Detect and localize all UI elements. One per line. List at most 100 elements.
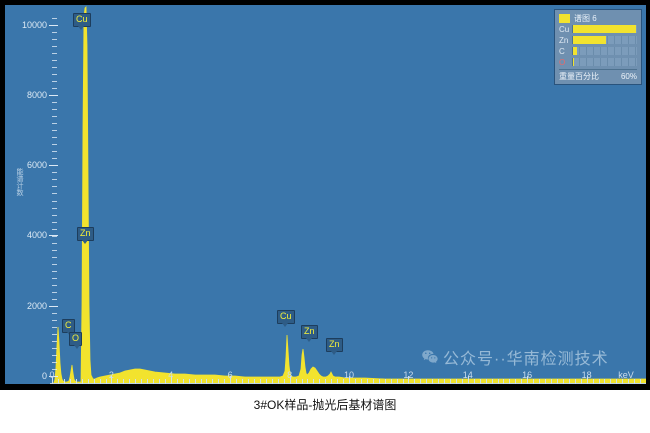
x-minor-tick — [455, 379, 457, 384]
legend-row-o: O — [559, 57, 637, 67]
y-minor-tick — [52, 17, 57, 19]
y-minor-tick — [52, 88, 57, 90]
peak-label-cu[interactable]: Cu — [73, 13, 91, 30]
legend-bar-fill — [573, 58, 574, 66]
y-minor-tick — [52, 291, 57, 293]
x-minor-tick — [129, 379, 131, 384]
y-minor-tick — [52, 270, 57, 272]
x-minor-tick — [141, 379, 143, 384]
x-minor-tick — [123, 379, 125, 384]
x-minor-tick — [574, 379, 576, 384]
legend-footer-label: 重量百分比 — [559, 72, 599, 81]
peak-label-cu[interactable]: Cu — [277, 310, 295, 327]
wechat-icon — [422, 350, 438, 364]
y-minor-tick — [52, 109, 57, 111]
x-minor-tick — [556, 379, 558, 384]
x-minor-tick — [473, 379, 475, 384]
y-tick-label: 4000 — [26, 230, 47, 240]
y-minor-tick — [52, 376, 57, 377]
peak-label-zn[interactable]: Zn — [77, 227, 94, 244]
x-minor-tick — [521, 379, 523, 384]
y-minor-tick — [52, 123, 57, 125]
x-major-tick — [467, 376, 469, 384]
x-minor-tick — [164, 379, 166, 384]
y-minor-tick — [52, 256, 57, 258]
x-tick-label: 0 — [49, 370, 55, 380]
x-minor-tick — [414, 379, 416, 384]
x-minor-tick — [188, 379, 190, 384]
x-minor-tick — [622, 379, 624, 384]
x-minor-tick — [325, 379, 327, 384]
y-minor-tick — [52, 137, 57, 139]
watermark-text: 公众号··华南检测技术 — [443, 351, 609, 368]
y-axis-label: 能谱计数 — [16, 168, 23, 196]
y-minor-tick — [52, 361, 57, 363]
x-minor-tick — [503, 379, 505, 384]
x-minor-tick — [402, 379, 404, 384]
legend-footer-value: 60% — [620, 72, 637, 81]
x-minor-tick — [485, 379, 487, 384]
y-minor-tick — [52, 368, 57, 370]
peak-label-c[interactable]: C — [62, 319, 75, 336]
x-minor-tick — [438, 379, 440, 384]
y-minor-tick — [52, 354, 57, 356]
x-minor-tick — [224, 379, 226, 384]
x-minor-tick — [313, 379, 315, 384]
x-minor-tick — [432, 379, 434, 384]
y-minor-tick — [52, 263, 57, 265]
y-minor-tick — [52, 102, 57, 104]
legend-element-name: Zn — [559, 35, 569, 45]
y-minor-tick — [52, 249, 57, 251]
x-minor-tick — [592, 379, 594, 384]
x-major-tick — [170, 376, 172, 384]
x-tick-label: 14 — [462, 370, 473, 380]
x-minor-tick — [640, 379, 642, 384]
x-minor-tick — [153, 379, 154, 384]
legend-footer: 重量百分比 60% — [559, 69, 637, 82]
x-tick-label: 18 — [581, 370, 592, 380]
spectrum-legend[interactable]: 谱图 6 Cu Zn C O 重量百分比 60% — [554, 9, 642, 85]
y-minor-tick — [52, 130, 57, 132]
y-minor-tick — [52, 340, 57, 342]
x-major-tick — [349, 376, 350, 384]
y-minor-tick — [52, 158, 57, 160]
y-minor-tick — [52, 151, 57, 153]
y-minor-tick — [52, 347, 57, 349]
y-tick-label: 0 — [41, 371, 47, 381]
x-tick-label: 10 — [343, 370, 354, 380]
y-minor-tick — [52, 116, 57, 118]
x-tick-label: 2 — [108, 370, 114, 380]
x-minor-tick — [461, 379, 463, 384]
x-minor-tick — [69, 379, 71, 384]
x-minor-tick — [75, 379, 77, 384]
y-minor-tick — [52, 298, 57, 300]
peak-label-zn[interactable]: Zn — [301, 325, 318, 342]
x-major-tick — [586, 376, 588, 384]
x-minor-tick — [254, 379, 255, 384]
legend-bar-fill — [573, 47, 577, 55]
y-minor-tick — [52, 221, 57, 223]
peak-label-zn[interactable]: Zn — [326, 338, 343, 355]
y-minor-tick — [52, 228, 57, 230]
legend-element-rows: Cu Zn C O — [559, 24, 637, 67]
x-major-tick — [408, 376, 410, 384]
y-minor-tick — [52, 214, 57, 216]
x-minor-tick — [444, 379, 445, 384]
y-minor-tick — [52, 95, 57, 97]
y-minor-tick — [52, 46, 57, 48]
legend-element-name: C — [559, 46, 565, 56]
legend-title-row: 谱图 6 — [559, 13, 637, 23]
x-minor-tick — [248, 379, 249, 384]
x-axis-unit: keV — [618, 370, 634, 380]
peak-label-o[interactable]: O — [69, 332, 83, 349]
x-minor-tick — [236, 379, 238, 384]
x-minor-tick — [176, 379, 178, 384]
x-minor-tick — [616, 379, 618, 384]
x-tick-label: 8 — [287, 370, 293, 380]
x-minor-tick — [551, 379, 552, 384]
legend-bar-track — [572, 25, 637, 33]
y-minor-tick — [52, 284, 57, 286]
y-tick-label: 8000 — [26, 90, 47, 100]
x-minor-tick — [426, 379, 428, 384]
x-minor-tick — [509, 379, 511, 384]
